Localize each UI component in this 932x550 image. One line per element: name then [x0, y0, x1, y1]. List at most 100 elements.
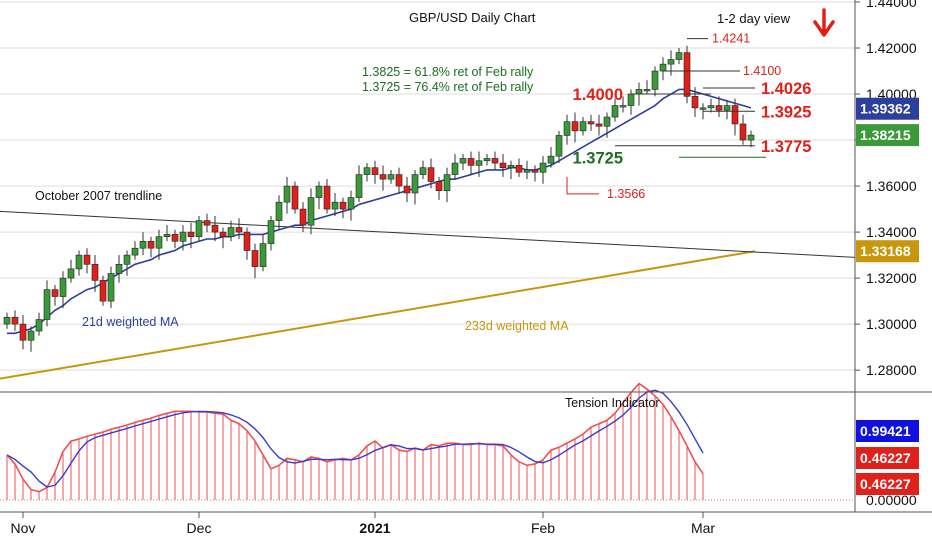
- candle-down: [147, 240, 155, 249]
- level-label: 1.3566: [607, 187, 645, 201]
- candle-down: [435, 181, 443, 191]
- candle-up: [659, 63, 667, 72]
- candle-up: [411, 174, 419, 194]
- candle-up: [651, 70, 659, 90]
- tension-tag: 0.99421: [860, 423, 911, 439]
- candle-up: [667, 59, 675, 65]
- price-tick-label: 1.42000: [866, 40, 917, 56]
- candle-up: [675, 52, 683, 60]
- fib-annotation-2: 1.3725 = 76.4% ret of Feb rally: [362, 80, 534, 94]
- price-tag-bg: [856, 124, 919, 147]
- candle-up: [563, 121, 571, 136]
- candle-up: [523, 169, 531, 173]
- level-label: 1.4000: [573, 86, 623, 104]
- candle-up: [267, 220, 275, 244]
- level-line: [566, 176, 599, 195]
- candle-up: [579, 121, 587, 132]
- candle-down: [219, 231, 227, 237]
- candle-up: [355, 174, 363, 198]
- level-label: 1.3725: [573, 149, 623, 167]
- time-label: Nov: [11, 520, 36, 536]
- candle-up: [275, 201, 283, 221]
- chart-title: GBP/USD Daily Chart: [409, 10, 536, 25]
- candle-down: [371, 167, 379, 175]
- candle-up: [699, 107, 707, 110]
- candle-up: [643, 89, 651, 92]
- price-tick-label: 1.32000: [866, 270, 917, 286]
- ma233-layer: [0, 250, 756, 380]
- candle-up: [539, 162, 547, 173]
- candle-down: [467, 158, 475, 166]
- time-label: 2021: [359, 520, 390, 536]
- time-label: Dec: [187, 520, 212, 536]
- candle-up: [259, 243, 267, 267]
- candle-up: [483, 158, 491, 162]
- candle-up: [547, 155, 555, 164]
- price-tick-label: 1.44000: [866, 0, 917, 10]
- candle-up: [459, 158, 467, 164]
- price-tag-bg: [856, 240, 919, 263]
- candle-down: [99, 280, 107, 302]
- candle-up: [315, 185, 323, 198]
- candle-down: [51, 289, 59, 297]
- candle-up: [195, 220, 203, 237]
- ma233-line: [0, 250, 756, 380]
- view-label: 1-2 day view: [717, 11, 791, 26]
- candle-up: [451, 162, 459, 175]
- price-tag: 1.38215: [860, 127, 911, 143]
- candle-up: [139, 240, 147, 249]
- candle-up: [619, 105, 627, 108]
- level-label: 1.4241: [712, 32, 750, 46]
- candle-up: [363, 167, 371, 175]
- candle-up: [163, 234, 171, 237]
- candle-down: [83, 254, 91, 265]
- candle-up: [67, 268, 75, 279]
- candle-down: [403, 185, 411, 194]
- tension-tick-label: 0.00000: [866, 492, 917, 508]
- tension-line: [6, 382, 704, 493]
- candle-up: [43, 289, 51, 320]
- candle-up: [611, 105, 619, 118]
- candle-up: [707, 105, 715, 109]
- axes: [0, 0, 932, 513]
- candle-up: [115, 264, 123, 274]
- candle-down: [203, 220, 211, 226]
- candle-up: [155, 236, 163, 249]
- candle-down: [595, 123, 603, 127]
- trendline-layer: [0, 210, 856, 258]
- candle-up: [179, 231, 187, 242]
- candle-up: [35, 319, 43, 332]
- price-tick-label: 1.28000: [866, 362, 917, 378]
- candle-down: [571, 121, 579, 132]
- candle-down: [171, 234, 179, 242]
- ma21-label: 21d weighted MA: [82, 315, 179, 329]
- candle-up: [443, 174, 451, 191]
- candle-up: [131, 247, 139, 256]
- price-tag: 1.33168: [860, 243, 911, 259]
- candle-down: [395, 174, 403, 187]
- tension-signal-line: [6, 389, 704, 488]
- candle-up: [331, 201, 339, 210]
- candle-down: [339, 201, 347, 210]
- candle-down: [499, 162, 507, 168]
- levels-layer: 1.4241 1.4100 1.4026 1.4000 1.3925 1.3775 1.37…: [566, 32, 811, 201]
- candle-down: [731, 105, 739, 125]
- tension-tag-bg: [856, 447, 919, 469]
- tension-tag-bg: [856, 420, 919, 442]
- time-label: Feb: [531, 520, 555, 536]
- candle-up: [475, 160, 483, 166]
- candle-down: [491, 158, 499, 164]
- price-tag-bg: [856, 97, 919, 120]
- tension-layer: [6, 382, 704, 500]
- candle-up: [387, 174, 395, 180]
- candle-up: [347, 197, 355, 210]
- price-tick-label: 1.36000: [866, 178, 917, 194]
- candle-down: [427, 167, 435, 182]
- candle-up: [75, 254, 83, 270]
- price-tags: 1.39362 1.38215 1.33168 0.99421 0.46227 0.462…: [856, 97, 919, 495]
- down-arrow-icon: [813, 8, 835, 37]
- candle-up: [635, 89, 643, 95]
- candle-down: [683, 52, 691, 97]
